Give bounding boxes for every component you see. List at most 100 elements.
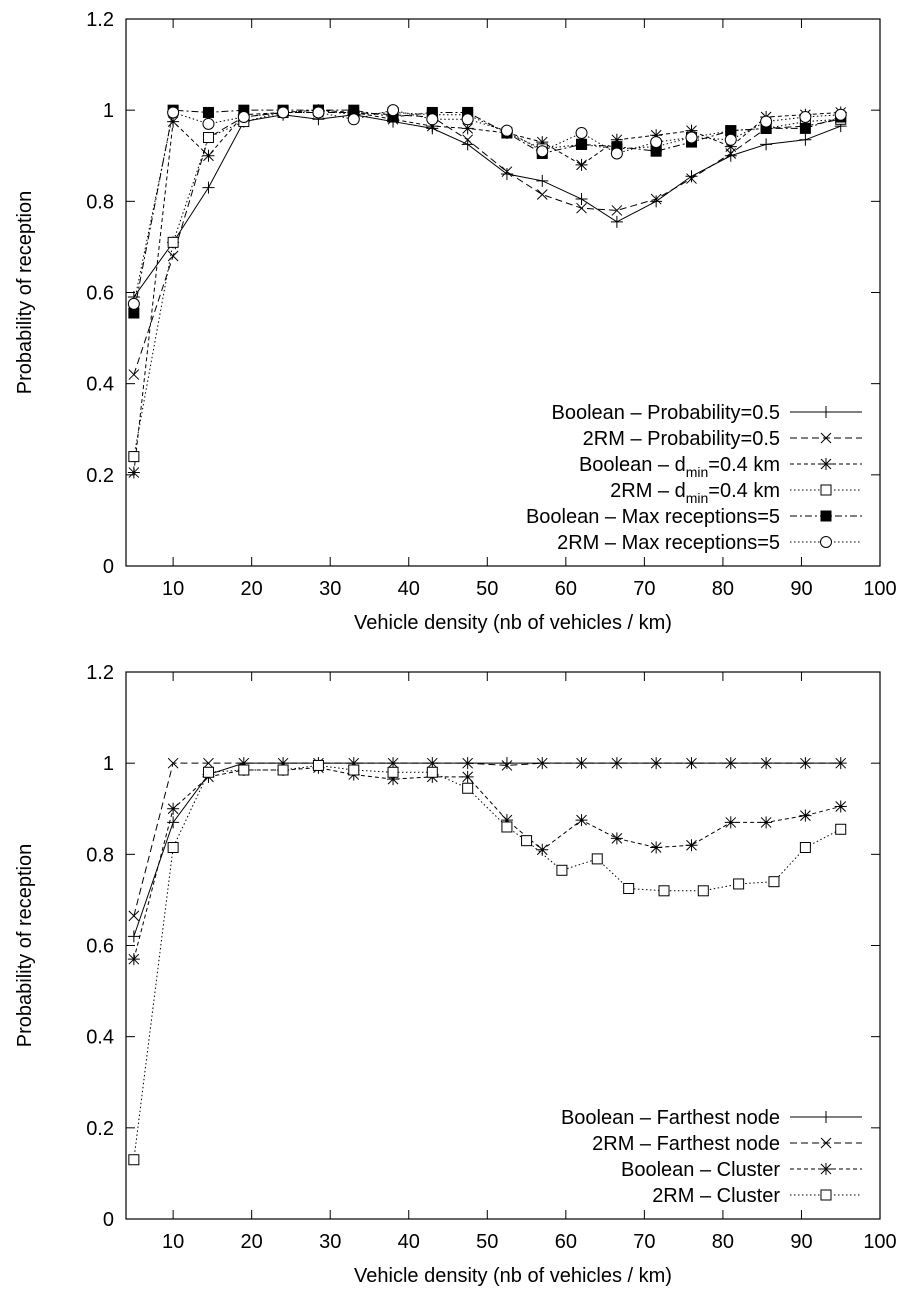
data-point-asterisk (127, 953, 140, 966)
legend-marker-asterisk (820, 1163, 832, 1175)
legend-marker-cross (820, 1137, 832, 1149)
data-point-asterisk (834, 800, 847, 813)
data-point-open-circle (237, 111, 250, 124)
y-tick-label: 1 (103, 753, 114, 775)
y-tick-label: 0 (103, 556, 114, 578)
data-point-open-square (128, 1154, 140, 1166)
y-tick-label: 0.2 (86, 1118, 114, 1140)
data-point-open-circle (387, 104, 400, 117)
series-6 (127, 104, 847, 310)
data-point-asterisk (724, 816, 737, 829)
data-point-filled-square (799, 122, 811, 134)
x-tick-label: 40 (398, 578, 420, 600)
series-line (133, 767, 841, 960)
data-point-asterisk (167, 115, 180, 128)
legend-marker-open-square (820, 1189, 832, 1201)
data-point-asterisk (500, 814, 513, 827)
data-point-open-square (238, 764, 250, 776)
data-point-cross (650, 757, 662, 769)
data-point-cross (611, 757, 623, 769)
data-point-open-square (591, 853, 603, 865)
data-point-plus (167, 816, 180, 829)
data-point-open-circle (650, 136, 663, 149)
data-point-cross (686, 173, 697, 184)
legend-label: 2RM – Cluster (652, 1185, 780, 1207)
x-tick-label: 90 (790, 578, 812, 600)
data-point-open-square (623, 883, 635, 895)
data-point-open-square (501, 821, 513, 833)
legend: Boolean – Farthest node 2RM – Farthest no… (561, 1107, 862, 1207)
legend-marker-filled-square (820, 510, 832, 522)
data-point-plus (202, 181, 215, 194)
series-line (133, 762, 841, 937)
data-point-cross (800, 757, 811, 769)
data-point-asterisk (610, 133, 623, 146)
legend-label: 2RM – Probability=0.5 (583, 428, 780, 450)
legend-label: Boolean – Probability=0.5 (552, 402, 781, 424)
series-2 (128, 757, 847, 922)
data-point-asterisk (685, 839, 698, 852)
series-3 (127, 761, 847, 966)
legend-label: Boolean – dmin=0.4 km (579, 454, 780, 480)
x-tick-label: 60 (555, 578, 577, 600)
data-point-cross (686, 757, 697, 769)
y-axis-label: Probability of reception (14, 844, 36, 1047)
data-point-open-circle (426, 113, 439, 126)
x-tick-label: 80 (712, 1231, 734, 1253)
x-tick-label: 10 (162, 1231, 184, 1253)
legend-label: 2RM – Max receptions=5 (557, 532, 780, 554)
x-tick-label: 50 (476, 1231, 498, 1253)
series-line (133, 114, 841, 298)
data-point-open-square (167, 841, 179, 853)
series-5 (128, 104, 847, 319)
data-point-cross (725, 757, 737, 769)
data-point-plus (799, 133, 812, 146)
data-point-filled-square (576, 138, 588, 150)
data-point-open-square (167, 236, 179, 248)
legend-marker-open-square (820, 484, 832, 496)
data-point-plus (610, 215, 623, 228)
data-point-plus (127, 930, 140, 943)
legend: Boolean – Probability=0.5 2RM – Probabili… (526, 402, 862, 554)
y-tick-label: 1 (103, 100, 114, 122)
legend-label-part: 2RM – d (610, 480, 686, 502)
data-point-open-circle (347, 113, 360, 126)
data-point-asterisk (575, 158, 588, 171)
x-tick-label: 30 (319, 1231, 341, 1253)
y-tick-label: 0.6 (86, 936, 114, 958)
x-tick-label: 20 (241, 1231, 263, 1253)
data-point-asterisk (724, 140, 737, 153)
y-tick-label: 0 (103, 1209, 114, 1231)
data-point-open-square (128, 451, 140, 463)
data-point-asterisk (127, 466, 140, 479)
y-axis-label: Probability of reception (14, 191, 36, 394)
legend-marker-plus (820, 1111, 832, 1123)
y-tick-label: 0.4 (86, 374, 114, 396)
data-point-asterisk (387, 773, 400, 786)
data-point-open-square (521, 835, 533, 847)
data-point-cross (462, 757, 474, 769)
data-point-open-square (202, 766, 214, 778)
data-point-asterisk (461, 770, 474, 783)
data-point-open-circle (312, 106, 325, 119)
data-point-cross (462, 134, 474, 146)
y-tick-label: 0.2 (86, 465, 114, 487)
data-point-plus (536, 174, 549, 187)
data-point-open-circle (277, 106, 290, 119)
data-point-cross (501, 166, 513, 178)
legend-marker-open-circle (820, 536, 832, 548)
legend-marker-plus (820, 406, 832, 418)
data-point-open-circle (610, 147, 623, 160)
legend-label: 2RM – dmin=0.4 km (610, 480, 780, 506)
x-tick-label: 100 (863, 578, 896, 600)
legend-label-part: =0.4 km (708, 454, 780, 476)
data-point-open-circle (202, 117, 215, 130)
data-point-cross (576, 202, 587, 214)
data-point-open-square (312, 759, 324, 771)
data-point-open-square (426, 766, 438, 778)
y-tick-label: 0.6 (86, 283, 114, 305)
data-point-cross (501, 760, 513, 771)
chart-panel-2: 0 0.2 0.4 0.6 0.8 1 1.2 10 20 30 40 50 60 70 80 90 100 Ve… (14, 662, 897, 1287)
data-point-open-square (348, 764, 360, 776)
